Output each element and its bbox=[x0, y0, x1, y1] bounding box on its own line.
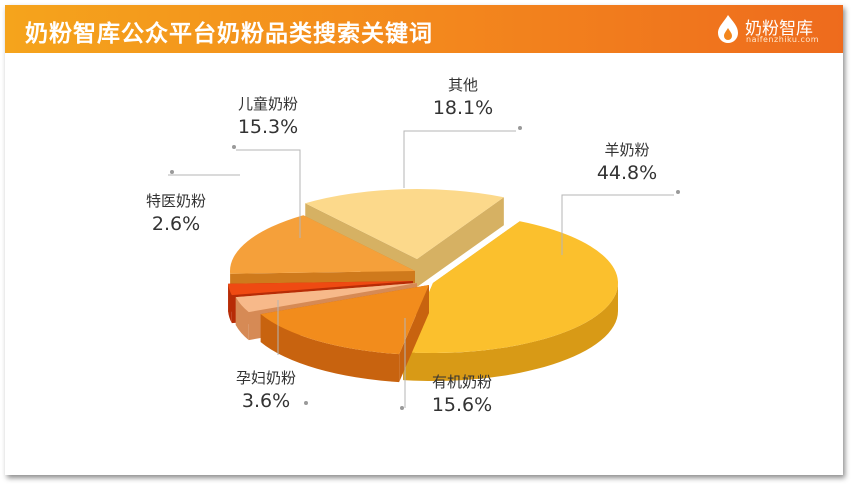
logo-domain: naifenzhiku.com bbox=[746, 35, 820, 44]
leader-dot bbox=[170, 170, 174, 174]
slice-value-label: 18.1% bbox=[433, 97, 493, 119]
leader-dot bbox=[304, 401, 308, 405]
slice-top bbox=[230, 215, 415, 274]
header-banner: 奶粉智库公众平台奶粉品类搜索关键词 奶粉智库 naifenzhiku.com bbox=[5, 5, 843, 53]
flame-icon bbox=[718, 15, 738, 43]
brand-logo: 奶粉智库 naifenzhiku.com bbox=[715, 12, 825, 48]
slice-label: 有机奶粉 bbox=[432, 373, 492, 391]
page-title: 奶粉智库公众平台奶粉品类搜索关键词 bbox=[25, 21, 433, 47]
leader-line bbox=[561, 194, 674, 255]
leader-line bbox=[236, 149, 301, 238]
slice-top bbox=[235, 283, 417, 313]
slice-label: 孕妇奶粉 bbox=[236, 369, 296, 387]
leader-dot bbox=[232, 145, 236, 149]
leader-line bbox=[403, 130, 516, 188]
leader-lines bbox=[168, 126, 680, 410]
slice-wall bbox=[260, 314, 400, 383]
slice-value-label: 44.8% bbox=[597, 162, 657, 184]
slice-value-label: 2.6% bbox=[152, 213, 200, 235]
slice-top bbox=[228, 281, 413, 296]
slice-value-label: 15.3% bbox=[238, 116, 298, 138]
slice-label: 其他 bbox=[448, 76, 478, 94]
slice-top bbox=[260, 285, 429, 355]
pie-slice bbox=[260, 285, 429, 383]
slice-top bbox=[305, 189, 504, 259]
slice-side bbox=[417, 197, 504, 287]
leader-dot bbox=[518, 126, 522, 130]
slice-wall bbox=[235, 297, 249, 341]
pie-slices bbox=[228, 189, 618, 383]
slice-labels: 羊奶粉 44.8% 有机奶粉 15.6% 孕妇奶粉 3.6% 特医奶粉 2.6% 儿童奶粉 15.… bbox=[146, 76, 657, 416]
slice-value-label: 3.6% bbox=[242, 390, 290, 412]
slice-label: 特医奶粉 bbox=[146, 192, 206, 210]
leader-dot bbox=[400, 406, 404, 410]
slice-label: 儿童奶粉 bbox=[238, 95, 298, 113]
chart-frame: 奶粉智库公众平台奶粉品类搜索关键词 奶粉智库 naifenzhiku.com bbox=[5, 5, 843, 475]
slice-top bbox=[403, 221, 618, 353]
leader-dot bbox=[676, 190, 680, 194]
slice-label: 羊奶粉 bbox=[604, 141, 649, 159]
slice-wall bbox=[403, 283, 618, 381]
logo-name: 奶粉智库 bbox=[745, 19, 813, 39]
slice-wall bbox=[228, 283, 232, 324]
slice-value-label: 15.6% bbox=[432, 394, 492, 416]
